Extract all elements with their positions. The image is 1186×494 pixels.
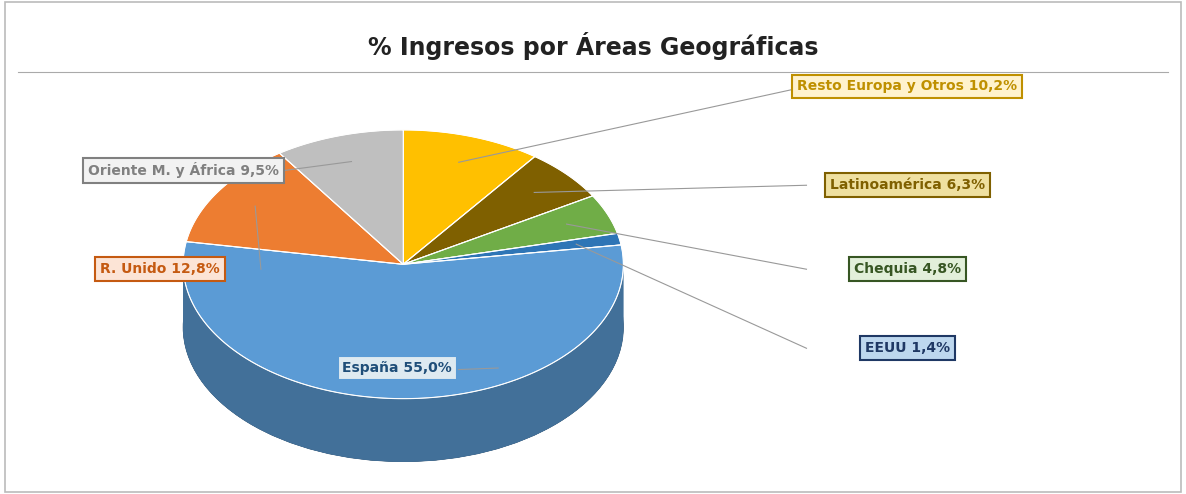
Text: EEUU 1,4%: EEUU 1,4% — [865, 341, 950, 355]
Text: % Ingresos por Áreas Geográficas: % Ingresos por Áreas Geográficas — [368, 32, 818, 60]
Text: Resto Europa y Otros 10,2%: Resto Europa y Otros 10,2% — [797, 80, 1018, 93]
Polygon shape — [183, 263, 624, 461]
Polygon shape — [403, 233, 621, 264]
Text: Chequia 4,8%: Chequia 4,8% — [854, 262, 961, 276]
Polygon shape — [183, 263, 624, 461]
Text: España 55,0%: España 55,0% — [343, 361, 452, 375]
Polygon shape — [183, 242, 624, 399]
Text: Latinoamérica 6,3%: Latinoamérica 6,3% — [830, 178, 984, 192]
Text: R. Unido 12,8%: R. Unido 12,8% — [101, 262, 219, 276]
Polygon shape — [403, 130, 535, 264]
Polygon shape — [280, 130, 403, 264]
Polygon shape — [186, 153, 403, 264]
Ellipse shape — [183, 193, 624, 461]
Text: España 55,0%: España 55,0% — [343, 361, 452, 375]
Text: Oriente M. y África 9,5%: Oriente M. y África 9,5% — [88, 163, 280, 178]
Polygon shape — [403, 196, 618, 264]
Polygon shape — [403, 157, 593, 264]
